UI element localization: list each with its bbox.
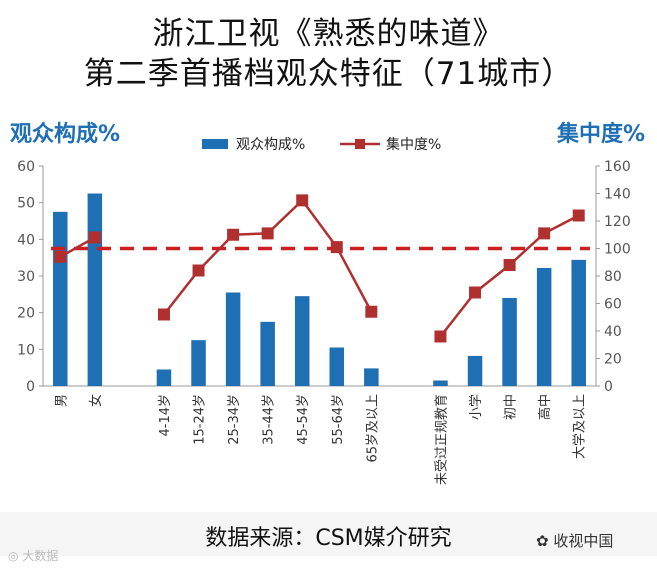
category-label-15: 大学及以上 bbox=[572, 394, 588, 459]
bar-15 bbox=[571, 259, 586, 386]
right-tick-label: 60 bbox=[604, 297, 622, 313]
line-point-14 bbox=[538, 227, 551, 240]
wechat-icon: ✿ bbox=[536, 532, 549, 550]
left-tick-label: 50 bbox=[17, 196, 35, 212]
category-label-14: 高中 bbox=[537, 394, 553, 420]
category-label-3: 4-14岁 bbox=[158, 394, 173, 437]
watermark-left: ◎ 大数据 bbox=[8, 547, 58, 564]
category-label-7: 45-54岁 bbox=[296, 394, 311, 445]
watermark-right-text: 收视中国 bbox=[553, 532, 614, 550]
left-tick-label: 20 bbox=[17, 306, 35, 322]
legend-item-bar: 观众构成% bbox=[202, 134, 305, 154]
legend-item-line: 集中度% bbox=[340, 134, 441, 154]
right-tick-label: 80 bbox=[604, 269, 622, 285]
right-axis-title: 集中度% bbox=[556, 122, 645, 147]
left-tick-label: 30 bbox=[17, 269, 35, 285]
category-label-8: 55-64岁 bbox=[331, 394, 346, 445]
right-tick-label: 100 bbox=[604, 242, 631, 258]
right-tick-label: 120 bbox=[604, 214, 631, 230]
left-tick-label: 40 bbox=[17, 232, 35, 248]
line-point-12 bbox=[469, 286, 482, 299]
combo-chart: 0 10 20 30 40 50 60 0 20 40 60 80 100 120 140 160 男 女 4-14… bbox=[17, 159, 631, 485]
watermark-left-text: 大数据 bbox=[22, 549, 59, 563]
bar-8 bbox=[329, 347, 345, 386]
bar-0 bbox=[53, 211, 68, 386]
category-label-1: 女 bbox=[88, 394, 104, 407]
left-tick-label: 60 bbox=[17, 159, 35, 175]
right-tick-label: 140 bbox=[604, 187, 631, 203]
right-tick-label: 20 bbox=[604, 352, 622, 368]
line-point-15 bbox=[572, 209, 585, 222]
bar-3 bbox=[156, 369, 172, 386]
right-tick-label: 160 bbox=[604, 159, 631, 175]
bar-9 bbox=[364, 368, 379, 386]
line-series-segment bbox=[162, 198, 373, 316]
legend-bar-swatch bbox=[202, 139, 228, 149]
line-point-11 bbox=[434, 330, 447, 343]
category-label-0: 男 bbox=[54, 394, 69, 407]
line-point-13 bbox=[503, 259, 516, 271]
bar-14 bbox=[536, 267, 552, 386]
left-tick-label: 10 bbox=[17, 342, 35, 358]
line-point-4 bbox=[192, 264, 205, 277]
category-label-5: 25-34岁 bbox=[227, 394, 242, 445]
right-tick-label: 40 bbox=[604, 324, 622, 340]
line-point-3 bbox=[157, 308, 170, 321]
bar-6 bbox=[260, 321, 275, 386]
category-label-4: 15-24岁 bbox=[193, 394, 208, 445]
bar-12 bbox=[467, 355, 483, 386]
left-axis-title: 观众构成% bbox=[10, 122, 121, 147]
left-tick-label: 0 bbox=[26, 379, 35, 395]
bar-1 bbox=[87, 193, 103, 386]
category-label-13: 初中 bbox=[504, 394, 519, 420]
line-point-0 bbox=[54, 250, 67, 263]
line-point-1 bbox=[88, 231, 101, 244]
line-point-8 bbox=[330, 241, 343, 254]
category-label-11: 未受过正规教育 bbox=[433, 394, 449, 485]
bar-13 bbox=[502, 298, 517, 386]
bar-4 bbox=[191, 340, 206, 386]
chart-title-line-1: 浙江卫视《熟悉的味道》 bbox=[152, 16, 505, 52]
bar-11 bbox=[433, 380, 448, 386]
data-source-footer: 数据来源：CSM媒介研究 bbox=[205, 526, 452, 551]
right-tick-label: 0 bbox=[604, 379, 613, 395]
bar-7 bbox=[294, 296, 310, 386]
watermark-right: ✿ 收视中国 bbox=[536, 530, 613, 551]
category-label-9: 65岁及以上 bbox=[365, 394, 380, 463]
line-point-7 bbox=[296, 194, 309, 207]
chart-title-line-2: 第二季首播档观众特征（71城市） bbox=[83, 56, 574, 92]
legend-line-label: 集中度% bbox=[386, 137, 442, 153]
legend-line-swatch bbox=[340, 139, 380, 149]
line-point-6 bbox=[261, 227, 274, 240]
legend-bar-label: 观众构成% bbox=[236, 137, 306, 153]
weibo-icon: ◎ bbox=[8, 549, 19, 563]
line-point-5 bbox=[227, 228, 240, 241]
footer-background bbox=[0, 512, 657, 556]
category-label-6: 35-44岁 bbox=[262, 394, 277, 445]
line-point-9 bbox=[365, 305, 378, 318]
category-label-12: 小学 bbox=[468, 394, 484, 420]
bar-5 bbox=[225, 292, 241, 386]
